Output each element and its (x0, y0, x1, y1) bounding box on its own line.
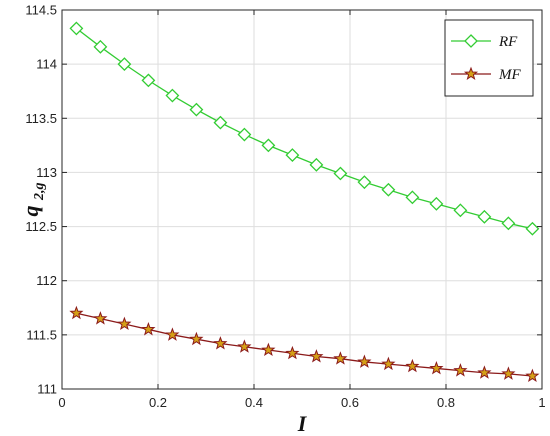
data-point-MF (117, 316, 132, 331)
series-RF (69, 21, 540, 236)
y-axis-label-subscript: 2,g (32, 183, 47, 202)
series-line-MF (76, 312, 533, 377)
data-point-MF (213, 336, 228, 350)
data-point-MF (525, 368, 540, 383)
legend: RF MF (444, 19, 534, 97)
series-MF (69, 305, 540, 383)
data-point-MF (381, 356, 396, 371)
data-point-MF (69, 305, 84, 320)
x-tick-label: 0.2 (149, 395, 167, 410)
data-point-RF (501, 216, 516, 231)
x-axis-label: I (297, 411, 308, 436)
data-point-RF (189, 102, 204, 117)
data-point-RF (237, 127, 252, 142)
data-point-RF (213, 115, 228, 130)
data-point-MF (165, 327, 180, 341)
data-point-RF (357, 175, 372, 190)
data-point-MF (261, 342, 276, 357)
data-point-RF (285, 148, 300, 163)
data-point-RF (453, 203, 468, 218)
data-point-MF (189, 331, 204, 346)
legend-marker-RF (464, 34, 478, 48)
data-point-RF (117, 57, 132, 72)
plot-frame (61, 9, 543, 390)
data-point-MF (309, 349, 324, 363)
y-tick-label: 114.5 (25, 3, 57, 18)
data-point-RF (309, 157, 324, 172)
legend-marker-MF (463, 66, 479, 81)
y-tick-label: 111 (37, 382, 57, 397)
data-point-MF (237, 339, 252, 353)
data-point-MF (429, 361, 444, 375)
y-axis-label: q 2,g (18, 183, 47, 217)
y-tick-label: 113.5 (25, 111, 57, 126)
y-tick-label: 111.5 (26, 327, 57, 342)
x-tick-label: 0.6 (341, 395, 359, 410)
tick-layer: 0 0.2 0.4 0.6 0.8 1111111.5112112.5113113.511… (25, 3, 545, 411)
data-point-MF (405, 358, 420, 373)
legend-label-MF: MF (498, 67, 521, 83)
x-tick-label: 0.4 (245, 395, 263, 410)
data-point-MF (477, 365, 492, 379)
y-tick-label: 114 (36, 57, 57, 72)
data-point-RF (69, 21, 84, 36)
data-point-MF (453, 363, 468, 377)
data-point-RF (405, 190, 420, 205)
data-point-RF (141, 73, 156, 88)
data-point-RF (165, 88, 180, 103)
series-layer (69, 21, 540, 383)
legend-label-RF: RF (498, 34, 518, 50)
y-tick-label: 113 (36, 165, 57, 180)
data-point-RF (477, 209, 492, 224)
data-point-MF (333, 351, 348, 365)
legend-box (444, 19, 534, 97)
data-point-MF (501, 366, 516, 380)
x-tick-label: 0 (58, 395, 65, 410)
y-tick-label: 112.5 (25, 219, 57, 234)
data-point-RF (333, 166, 348, 181)
x-tick-label: 0.8 (437, 395, 455, 410)
y-axis-label-main: q (18, 206, 43, 217)
data-point-RF (93, 39, 108, 54)
data-point-RF (261, 138, 276, 153)
data-point-RF (429, 196, 444, 211)
data-point-RF (525, 221, 540, 236)
y-tick-label: 112 (36, 273, 57, 288)
data-point-MF (93, 311, 108, 325)
x-tick-label: 1 (538, 395, 545, 410)
data-point-MF (141, 322, 156, 336)
data-point-MF (285, 345, 300, 360)
data-point-RF (381, 182, 396, 197)
data-point-MF (357, 354, 372, 368)
